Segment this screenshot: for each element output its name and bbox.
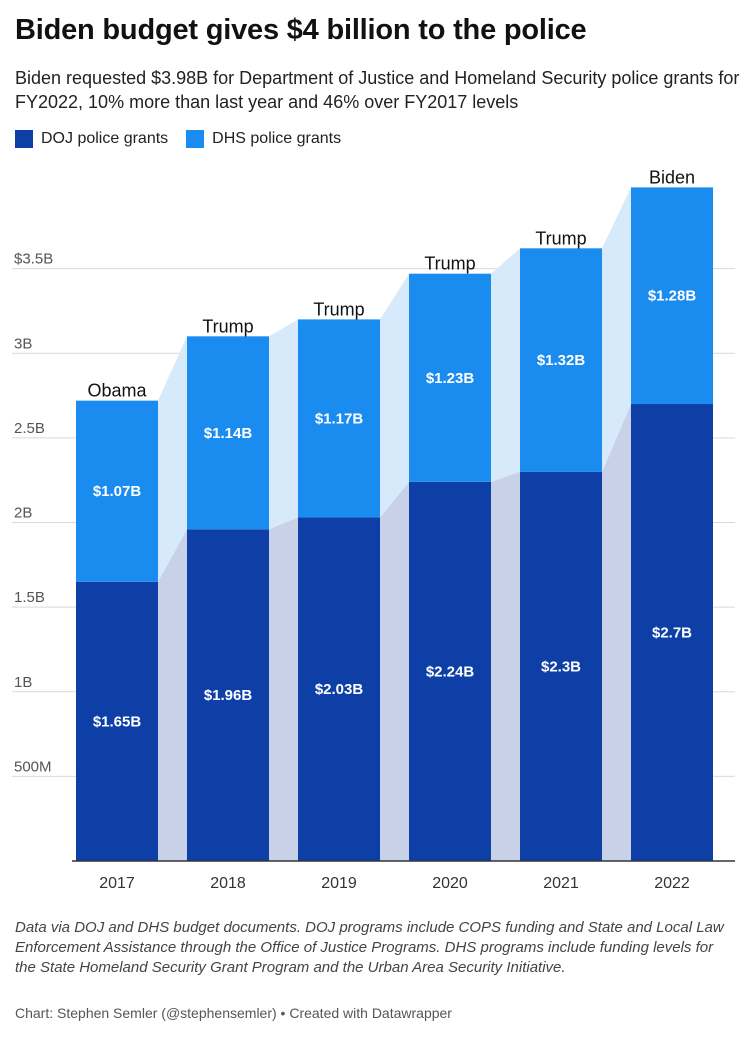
data-label-doj: $2.03B bbox=[315, 681, 364, 698]
bar-annotation: Trump bbox=[313, 299, 364, 319]
bar-doj bbox=[409, 481, 491, 861]
legend-item-doj: DOJ police grants bbox=[15, 130, 168, 148]
data-label-doj: $1.96B bbox=[204, 687, 253, 704]
data-label-doj: $2.7B bbox=[652, 625, 692, 642]
data-label-doj: $1.65B bbox=[93, 713, 142, 730]
connector-area-doj bbox=[491, 471, 520, 861]
chart-title: Biden budget gives $4 billion to the pol… bbox=[15, 14, 587, 46]
x-tick-label: 2017 bbox=[99, 875, 135, 892]
data-label-dhs: $1.28B bbox=[648, 288, 697, 305]
legend-label-doj: DOJ police grants bbox=[41, 130, 169, 147]
y-tick-label: 1.5B bbox=[14, 589, 45, 606]
connector-area-doj bbox=[602, 404, 631, 861]
x-tick-label: 2022 bbox=[654, 875, 690, 892]
connector-area-dhs bbox=[158, 336, 187, 582]
x-tick-label: 2020 bbox=[432, 875, 468, 892]
legend-label-dhs: DHS police grants bbox=[212, 130, 342, 147]
bar-dhs bbox=[520, 248, 602, 472]
legend: DOJ police grants DHS police grants bbox=[15, 130, 341, 148]
x-tick-label: 2018 bbox=[210, 875, 246, 892]
legend-swatch-dhs bbox=[186, 130, 205, 148]
bar-dhs bbox=[631, 187, 713, 405]
legend-swatch-doj bbox=[15, 130, 33, 148]
bar-dhs bbox=[409, 273, 491, 482]
bar-annotation: Trump bbox=[424, 254, 475, 274]
bar-dhs bbox=[76, 400, 158, 582]
connector-area-doj bbox=[380, 481, 409, 861]
y-tick-label: 3B bbox=[14, 335, 32, 352]
y-tick-label: $3.5B bbox=[14, 251, 53, 268]
bar-doj bbox=[187, 529, 269, 861]
bar-annotation: Obama bbox=[87, 381, 147, 401]
bar-doj bbox=[520, 471, 602, 861]
data-label-dhs: $1.07B bbox=[93, 483, 142, 500]
bar-annotation: Biden bbox=[649, 167, 695, 187]
data-label-dhs: $1.23B bbox=[426, 370, 475, 387]
source-notes: Data via DOJ and DHS budget documents. D… bbox=[15, 919, 724, 976]
chart-subtitle: Biden requested $3.98B for Department of… bbox=[15, 68, 740, 112]
data-label-dhs: $1.14B bbox=[204, 425, 253, 442]
x-tick-label: 2021 bbox=[543, 875, 579, 892]
chart-credit: Chart: Stephen Semler (@stephensemler) •… bbox=[15, 1005, 452, 1021]
connector-area-dhs bbox=[602, 187, 631, 472]
y-tick-label: 2.5B bbox=[14, 420, 45, 437]
y-tick-label: 1B bbox=[14, 674, 32, 691]
bar-annotation: Trump bbox=[202, 316, 253, 336]
y-tick-label: 2B bbox=[14, 505, 32, 522]
connector-area-doj bbox=[269, 517, 298, 861]
connector-area-dhs bbox=[380, 273, 409, 518]
bar-doj bbox=[76, 581, 158, 861]
data-label-doj: $2.3B bbox=[541, 658, 581, 675]
stacked-bar-chart: 500M 1B 1.5B 2B 2.5B 3B $3.5B $1.65B $1.07B Obama… bbox=[12, 167, 735, 892]
x-tick-label: 2019 bbox=[321, 875, 357, 892]
legend-item-dhs: DHS police grants bbox=[186, 130, 341, 148]
connector-area-dhs bbox=[269, 319, 298, 530]
bar-doj bbox=[631, 404, 713, 861]
data-label-doj: $2.24B bbox=[426, 663, 475, 680]
data-label-dhs: $1.32B bbox=[537, 352, 586, 369]
data-label-dhs: $1.17B bbox=[315, 410, 364, 427]
bar-annotation: Trump bbox=[535, 228, 586, 248]
bar-doj bbox=[298, 517, 380, 861]
connector-area-doj bbox=[158, 529, 187, 861]
y-tick-label: 500M bbox=[14, 758, 52, 775]
connector-area-dhs bbox=[491, 248, 520, 482]
bar-dhs bbox=[187, 336, 269, 530]
bar-dhs bbox=[298, 319, 380, 518]
